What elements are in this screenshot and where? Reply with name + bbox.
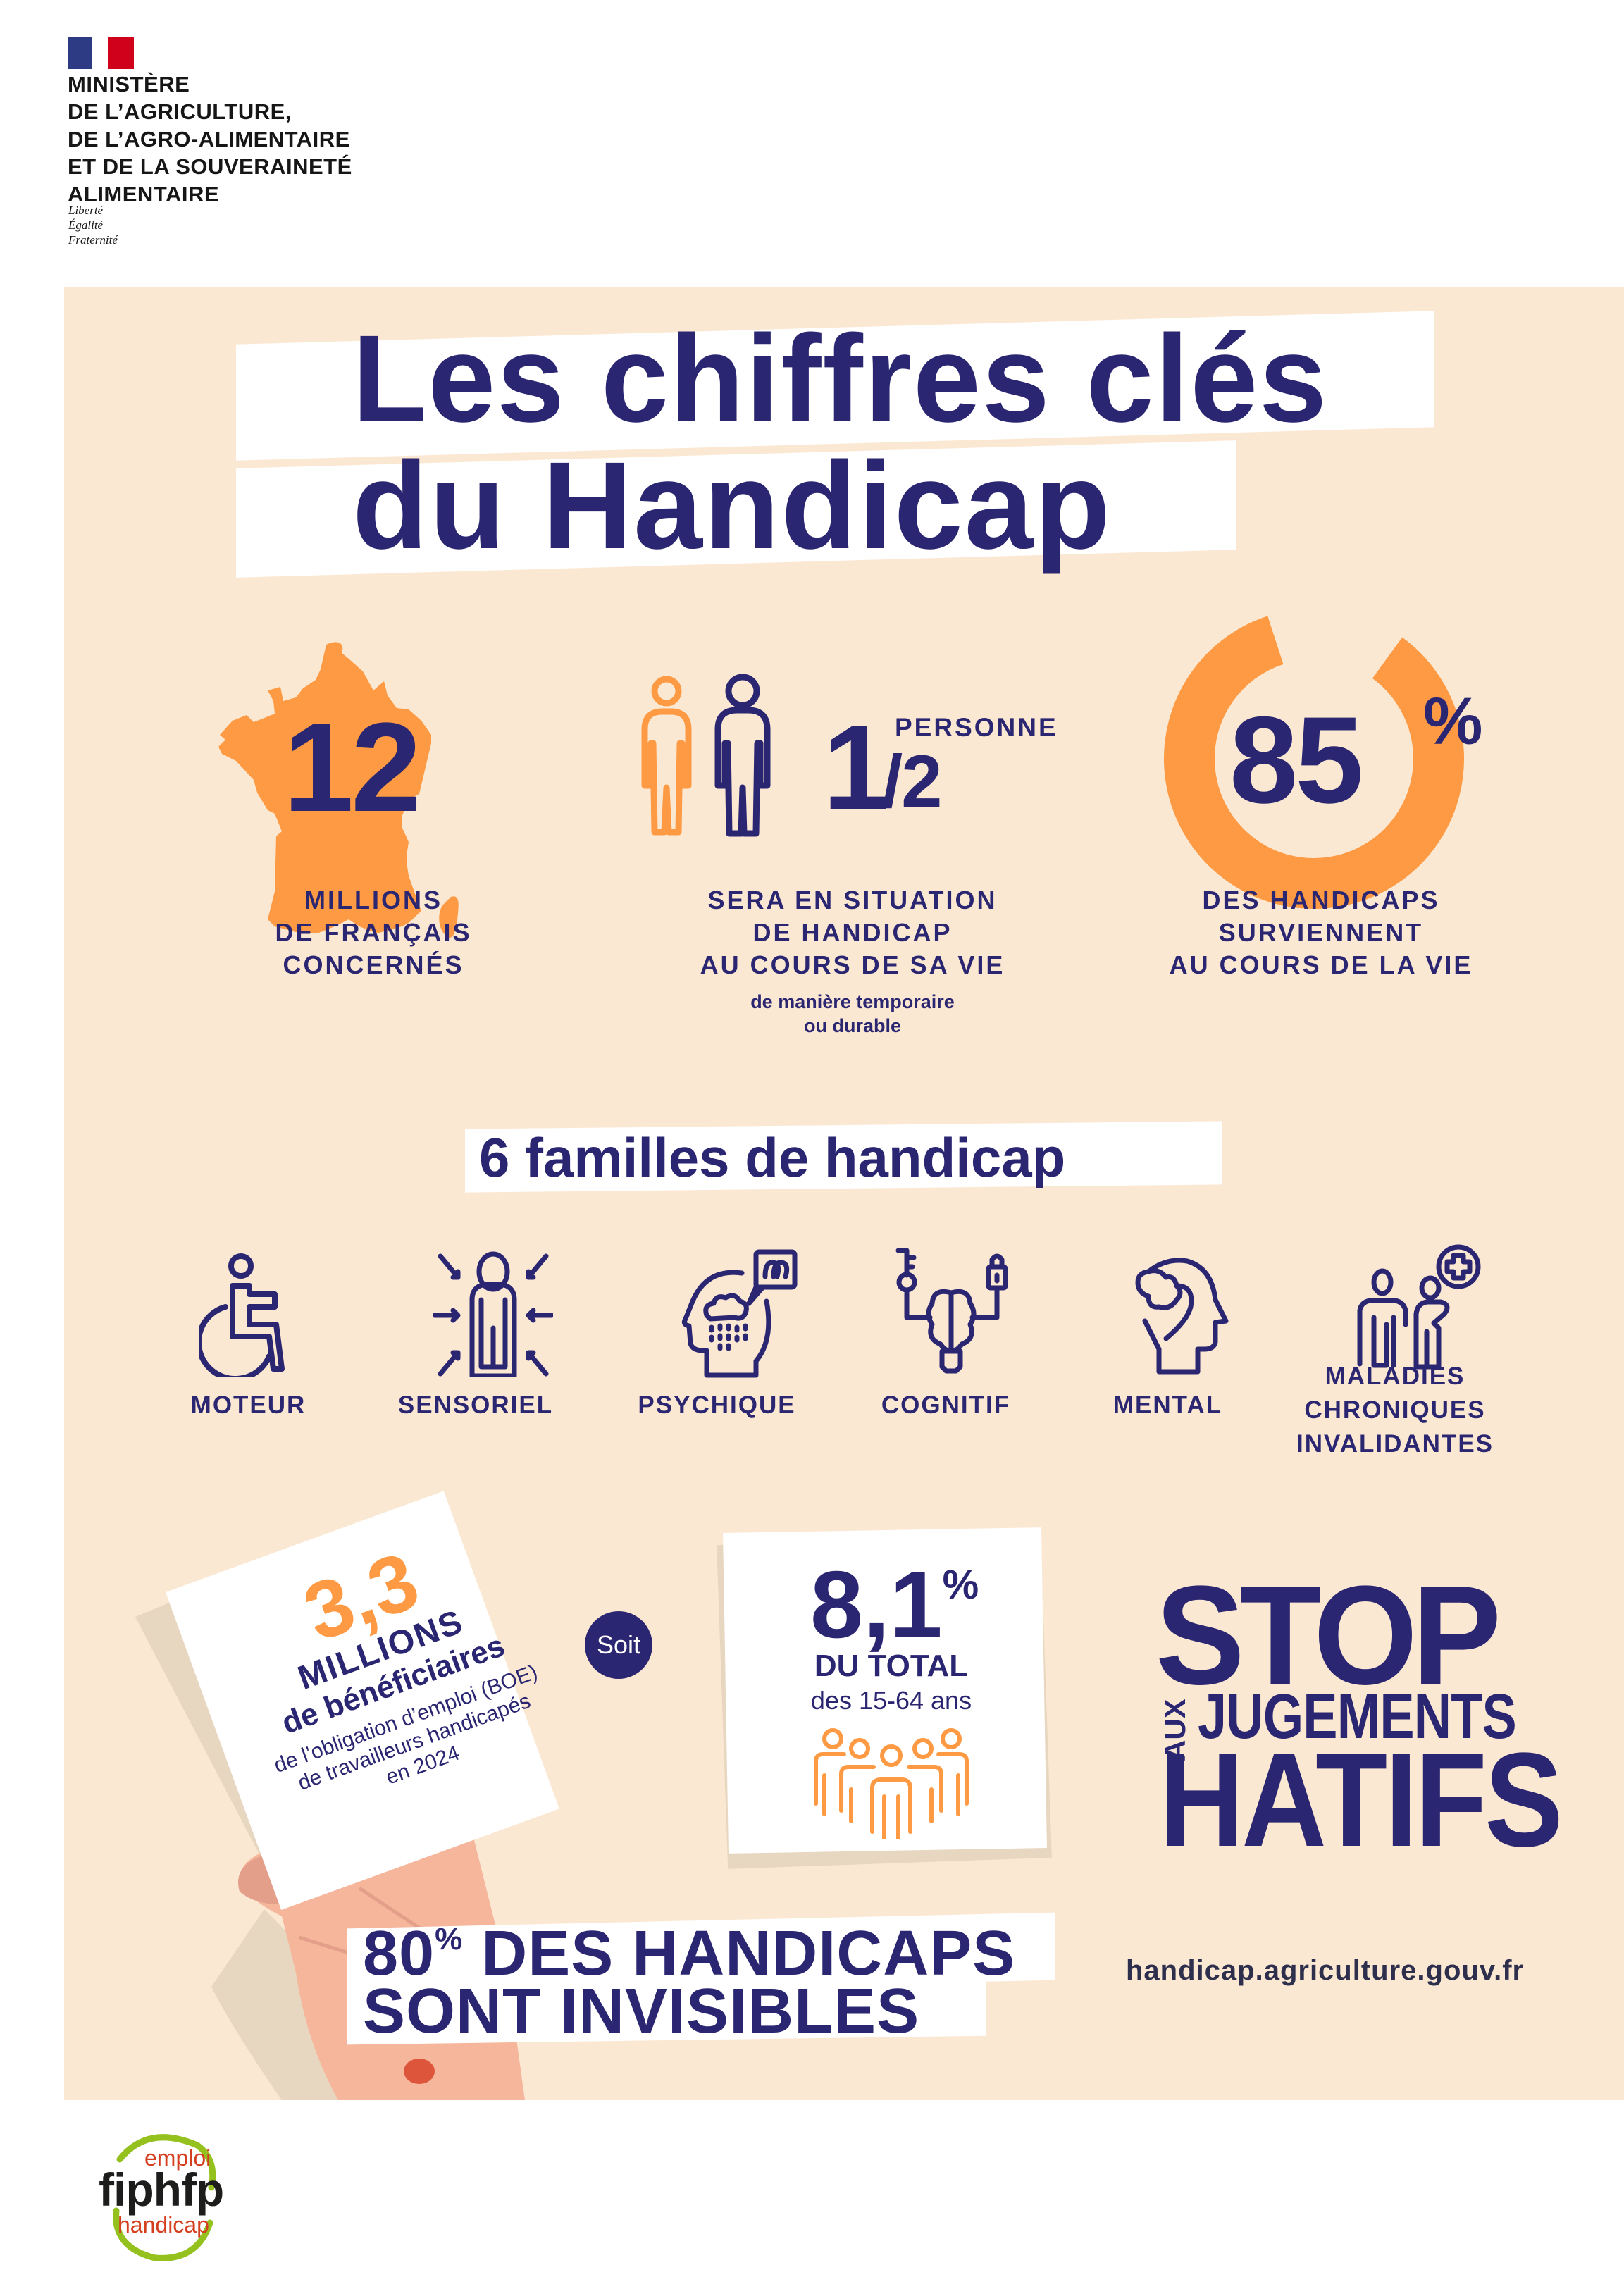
label-line: MILLIONS [304, 886, 442, 914]
fiphfp-emploi: emploi [144, 2145, 211, 2171]
ministry-line: ALIMENTAIRE [68, 182, 220, 206]
label-line: DE HANDICAP [752, 918, 953, 947]
note-line: de manière temporaire [750, 991, 955, 1012]
france-map-icon [218, 642, 459, 938]
invisible-line1: 80% DES HANDICAPS [363, 1922, 1015, 1985]
ministry-name: MINISTÈRE DE L’AGRICULTURE, DE L’AGRO-AL… [68, 70, 352, 208]
family-label-mental: MENTAL [1112, 1391, 1223, 1419]
stat-85-percent: % [1423, 684, 1483, 759]
label-line: CONCERNÉS [283, 950, 464, 979]
family-label-cognitif: COGNITIF [881, 1391, 1011, 1419]
sensory-person-icon [433, 1251, 553, 1377]
page-title-line2: du Handicap [352, 437, 1112, 575]
website-link[interactable]: handicap.agriculture.gouv.fr [1126, 1955, 1525, 1986]
stat-85-label: DES HANDICAPS SURVIENNENT AU COURS DE LA… [1148, 884, 1494, 981]
stat-half-fraction: /2 [882, 740, 943, 823]
family-label-moteur: MOTEUR [190, 1391, 306, 1419]
stop-line3: HATIFS [1159, 1725, 1563, 1875]
label-line: SURVIENNENT [1218, 918, 1424, 947]
total-label: DU TOTAL [814, 1649, 969, 1683]
stat-half-number-1: 1 [823, 701, 890, 835]
family-label-sensoriel: SENSORIEL [397, 1391, 554, 1419]
fiphfp-main: fiphfp [99, 2164, 224, 2216]
psychic-head-icon [681, 1249, 798, 1378]
fiphfp-ring-icon [113, 2134, 216, 2261]
mental-head-icon [1135, 1258, 1229, 1375]
total-sub: des 15-64 ans [810, 1686, 972, 1715]
invisible-pct: 80 [363, 1918, 435, 1989]
ministry-line: DE L’AGRICULTURE, [68, 99, 292, 124]
invisible-pct-unit: % [435, 1922, 464, 1956]
total-number: 8,1% [810, 1557, 979, 1652]
fiphfp-handicap: handicap [118, 2212, 209, 2238]
label-line: AU COURS DE LA VIE [1169, 950, 1473, 979]
motto-fraternite: Fraternité [68, 233, 118, 247]
brain-key-lock-icon [895, 1248, 1008, 1374]
stat-12-label: MILLIONS DE FRANÇAIS CONCERNÉS [233, 884, 514, 981]
republic-motto: Liberté Égalité Fraternité [68, 203, 118, 247]
family-label-psychique: PSYCHIQUE [638, 1391, 796, 1419]
label-line: SERA EN SITUATION [707, 886, 998, 914]
invisible-line1-rest: DES HANDICAPS [463, 1918, 1016, 1989]
note-line: ou durable [803, 1015, 901, 1036]
stat-half-note: de manière temporaire ou durable [712, 990, 993, 1038]
two-persons-icon [641, 674, 771, 837]
total-number-value: 8,1 [810, 1551, 943, 1658]
ring-85-percent-icon [1164, 609, 1464, 909]
stat-half-label: SERA EN SITUATION DE HANDICAP AU COURS D… [680, 884, 1025, 981]
label-line: DES HANDICAPS [1202, 886, 1440, 914]
label-line: CHRONIQUES [1304, 1396, 1486, 1424]
marianne-flag-logo [68, 37, 134, 69]
stat-85-number: 85 [1229, 692, 1364, 829]
ministry-line: DE L’AGRO-ALIMENTAIRE [68, 127, 350, 151]
label-line: INVALIDANTES [1296, 1430, 1494, 1458]
wheelchair-icon [199, 1253, 285, 1377]
total-number-unit: % [942, 1562, 979, 1608]
stat-half-unit: PERSONNE [895, 713, 1058, 742]
stat-12-number: 12 [283, 697, 421, 838]
label-line: AU COURS DE SA VIE [700, 950, 1005, 979]
stop-line2: JUGEMENTS [1198, 1682, 1517, 1752]
invisible-line2: SONT INVISIBLES [363, 1976, 920, 2047]
group-people-icon [814, 1728, 969, 1839]
label-line: DE FRANÇAIS [275, 918, 472, 947]
family-label-chronic: MALADIES CHRONIQUES INVALIDANTES [1279, 1360, 1511, 1461]
stop-line1: STOP [1155, 1557, 1501, 1714]
soit-badge: Soit [585, 1611, 652, 1679]
chronic-illness-icon [1357, 1244, 1481, 1370]
page-title-line1: Les chiffres clés [352, 310, 1329, 448]
motto-liberte: Liberté [68, 204, 104, 217]
label-line: MALADIES [1325, 1363, 1465, 1390]
families-heading: 6 familles de handicap [479, 1127, 1066, 1189]
ministry-line: ET DE LA SOUVERAINETÉ [68, 154, 352, 179]
ministry-line: MINISTÈRE [68, 72, 190, 97]
motto-egalite: Égalité [68, 218, 104, 232]
